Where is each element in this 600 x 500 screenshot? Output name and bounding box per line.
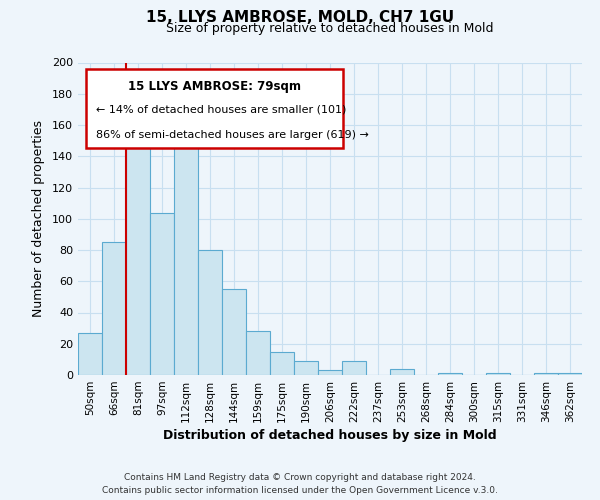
Text: 15 LLYS AMBROSE: 79sqm: 15 LLYS AMBROSE: 79sqm bbox=[128, 80, 301, 92]
Bar bbox=[222, 289, 246, 375]
Bar bbox=[270, 352, 294, 375]
Title: Size of property relative to detached houses in Mold: Size of property relative to detached ho… bbox=[166, 22, 494, 35]
Bar bbox=[102, 242, 126, 375]
Text: ← 14% of detached houses are smaller (101): ← 14% of detached houses are smaller (10… bbox=[95, 104, 346, 115]
Bar bbox=[318, 370, 342, 375]
Bar bbox=[246, 331, 270, 375]
Bar bbox=[198, 250, 222, 375]
Bar bbox=[294, 361, 318, 375]
Bar bbox=[150, 212, 174, 375]
Bar bbox=[438, 374, 462, 375]
Bar bbox=[558, 374, 582, 375]
Text: Contains HM Land Registry data © Crown copyright and database right 2024.
Contai: Contains HM Land Registry data © Crown c… bbox=[102, 474, 498, 495]
Bar bbox=[126, 144, 150, 375]
Y-axis label: Number of detached properties: Number of detached properties bbox=[32, 120, 45, 318]
Text: 15, LLYS AMBROSE, MOLD, CH7 1GU: 15, LLYS AMBROSE, MOLD, CH7 1GU bbox=[146, 10, 454, 25]
Bar bbox=[390, 369, 414, 375]
Text: 86% of semi-detached houses are larger (619) →: 86% of semi-detached houses are larger (… bbox=[95, 130, 368, 140]
Bar bbox=[78, 333, 102, 375]
Bar bbox=[342, 361, 366, 375]
FancyBboxPatch shape bbox=[86, 68, 343, 148]
X-axis label: Distribution of detached houses by size in Mold: Distribution of detached houses by size … bbox=[163, 429, 497, 442]
Bar bbox=[534, 374, 558, 375]
Bar bbox=[174, 136, 198, 375]
Bar bbox=[486, 374, 510, 375]
